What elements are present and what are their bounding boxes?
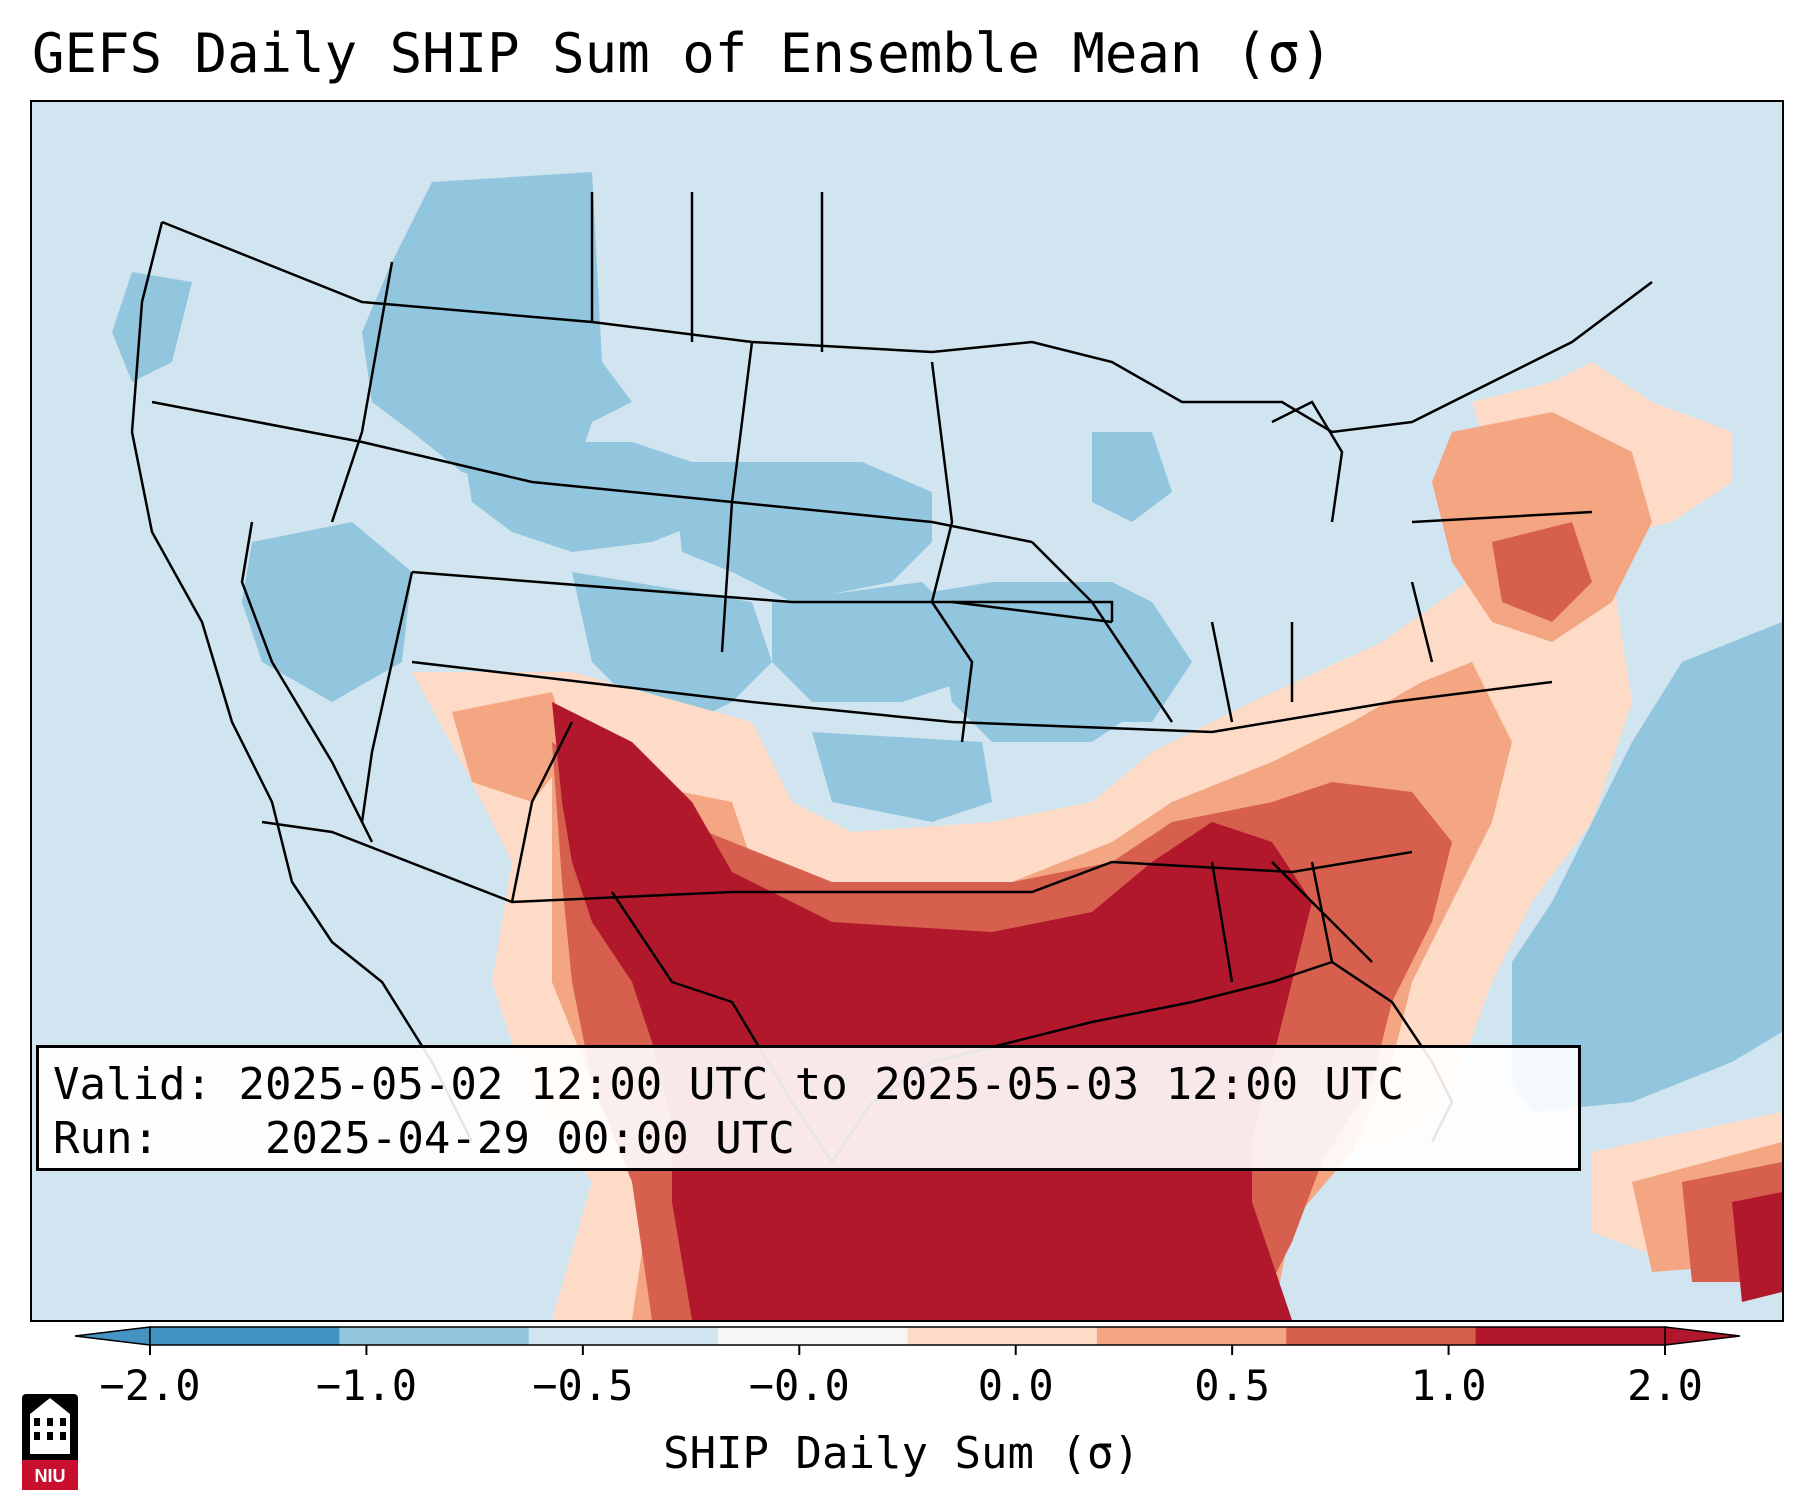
figure-title: GEFS Daily SHIP Sum of Ensemble Mean (σ) [32, 22, 1333, 85]
niu-logo: NIU [22, 1394, 78, 1490]
colorbar-tick-label: 2.0 [1627, 1361, 1703, 1410]
colorbar-border [149, 1326, 1666, 1346]
valid-time: 2025-05-02 12:00 UTC to 2025-05-03 12:00… [238, 1059, 1405, 1110]
colorbar-segment [1096, 1327, 1287, 1345]
run-time: 2025-04-29 00:00 UTC [264, 1113, 795, 1164]
colorbar-segment [339, 1327, 530, 1345]
valid-label: Valid: [53, 1059, 212, 1110]
colorbar-segment [907, 1327, 1098, 1345]
colorbar-segment [1286, 1327, 1477, 1345]
colorbar-tick-label: 0.5 [1194, 1361, 1270, 1410]
colorbar-segment [528, 1327, 719, 1345]
colorbar-label: SHIP Daily Sum (σ) [663, 1428, 1140, 1479]
colorbar-tick-label: −1.0 [316, 1361, 417, 1410]
colorbar-segment [718, 1327, 908, 1345]
colorbar-tick-label: 0.0 [978, 1361, 1054, 1410]
logo-text: NIU [35, 1466, 66, 1486]
negative-anomaly-regions [112, 172, 1782, 1320]
political-boundaries [130, 192, 1653, 1165]
colorbar-extend-min [74, 1326, 151, 1346]
run-label: Run: [53, 1113, 159, 1164]
colorbar-tick-label: −2.0 [99, 1361, 200, 1410]
colorbar-tick-label: −0.5 [532, 1361, 633, 1410]
colorbar-tick-label: −0.0 [749, 1361, 850, 1410]
colorbar-tick-label: 1.0 [1411, 1361, 1487, 1410]
colorbar-extend-max [1664, 1326, 1741, 1346]
validity-info-box: Valid: 2025-05-02 12:00 UTC to 2025-05-0… [36, 1045, 1581, 1171]
colorbar-segment [1475, 1327, 1666, 1345]
colorbar-ticks: −2.0 −1.0 −0.5 −0.0 0.0 0.5 1.0 2.0 [99, 1345, 1703, 1410]
colorbar-segments [74, 1326, 1741, 1346]
colorbar-segment [150, 1327, 340, 1345]
